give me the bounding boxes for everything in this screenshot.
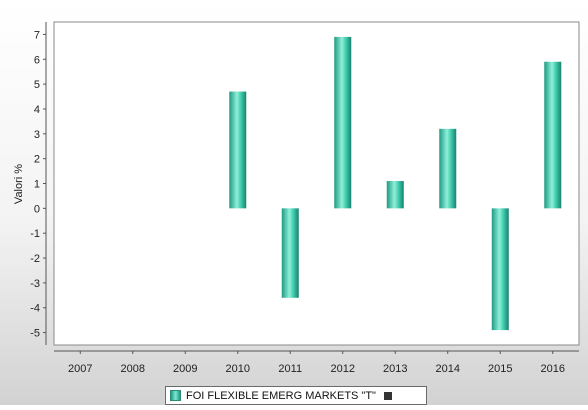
- legend-label: FOI FLEXIBLE EMERG MARKETS "T": [186, 389, 376, 402]
- bar-series: [229, 36, 562, 331]
- y-tick-label: -2: [30, 253, 40, 265]
- x-tick-label: 2010: [226, 363, 250, 375]
- y-tick-label: -3: [30, 278, 40, 290]
- y-tick-label: 7: [34, 29, 40, 41]
- x-tick-label: 2011: [278, 363, 302, 375]
- x-tick-label: 2013: [383, 363, 407, 375]
- bar-2013: [386, 181, 404, 209]
- bar-2016: [544, 61, 562, 209]
- bar-2015: [491, 208, 509, 331]
- bar-2012: [334, 36, 352, 209]
- y-tick-label: 3: [34, 129, 40, 141]
- x-tick-label: 2007: [68, 363, 92, 375]
- x-tick-label: 2008: [121, 363, 145, 375]
- y-tick-label: 1: [34, 179, 40, 191]
- x-tick-label: 2016: [541, 363, 565, 375]
- legend-swatch: [170, 390, 181, 401]
- y-axis-ticks: 7 6 5 4 3 2 1 0 -1 -2 -3 -4 -5: [30, 29, 46, 340]
- bar-2014: [439, 128, 457, 209]
- plot-area: [53, 21, 580, 346]
- x-tick-label: 2009: [173, 363, 197, 375]
- y-tick-label: 6: [34, 54, 40, 66]
- x-axis-ticks: 2007 2008 2009 2010 2011 2012 2013 2014 2015 2016: [68, 351, 565, 375]
- y-axis-label: Valori %: [13, 164, 25, 204]
- y-tick-label: -1: [30, 228, 40, 240]
- y-tick-label: -5: [30, 328, 40, 340]
- x-tick-label: 2015: [488, 363, 512, 375]
- legend: FOI FLEXIBLE EMERG MARKETS "T": [165, 386, 427, 405]
- y-tick-label: 0: [34, 203, 40, 215]
- y-tick-label: 5: [34, 79, 40, 91]
- bar-2010: [229, 91, 247, 209]
- x-tick-label: 2014: [436, 363, 460, 375]
- bar-2011: [281, 208, 299, 298]
- y-tick-label: 2: [34, 154, 40, 166]
- y-tick-label: -4: [30, 303, 40, 315]
- x-tick-label: 2012: [331, 363, 355, 375]
- legend-end-marker: [383, 391, 392, 400]
- y-tick-label: 4: [34, 104, 40, 116]
